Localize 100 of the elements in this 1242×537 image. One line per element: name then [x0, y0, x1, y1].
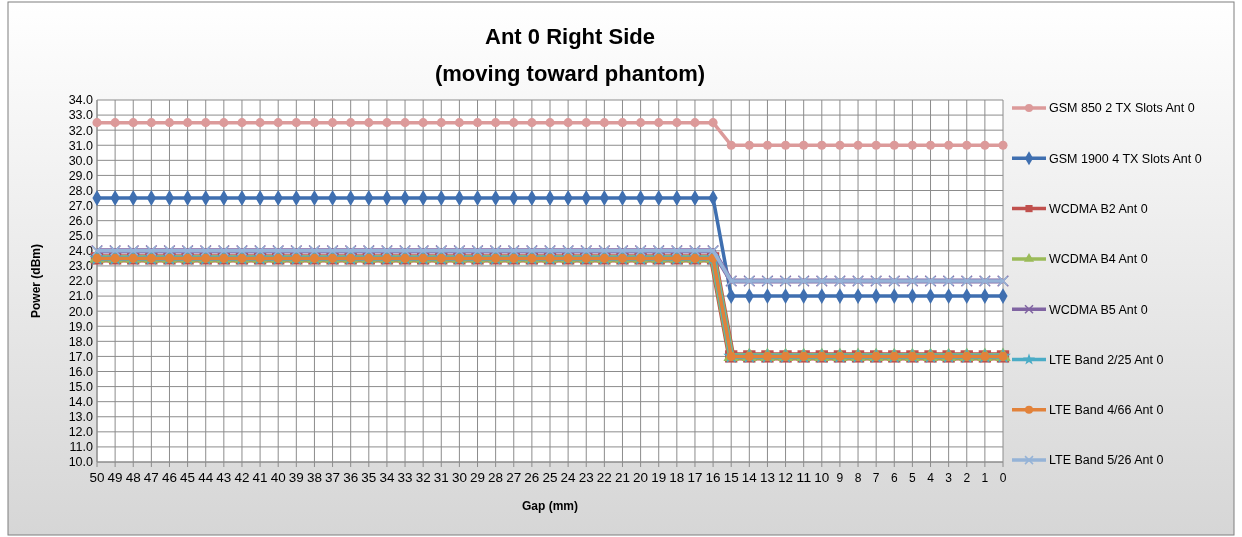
x-tick-label: 49 [107, 471, 123, 485]
x-tick-label: 14 [741, 471, 758, 485]
y-tick-label: 33.0 [68, 108, 94, 123]
point [962, 140, 972, 150]
y-tick-label: 26.0 [68, 214, 94, 229]
point [491, 118, 501, 128]
point [871, 140, 881, 150]
legend-label: WCDMA B2 Ant 0 [1049, 201, 1148, 216]
point [201, 118, 211, 128]
legend-label: WCDMA B4 Ant 0 [1049, 252, 1148, 267]
point [835, 140, 845, 150]
y-tick-label: 10.0 [68, 455, 94, 470]
point [781, 140, 791, 150]
point [889, 140, 899, 150]
point [509, 118, 519, 128]
x-tick-label: 20 [633, 471, 649, 485]
point [636, 118, 646, 128]
x-axis-title: Gap (mm) [521, 499, 579, 513]
x-tick-label: 23 [578, 471, 595, 485]
y-tick-label: 29.0 [68, 168, 94, 183]
x-tick-label: 48 [125, 471, 142, 485]
y-tick-label: 14.0 [68, 395, 94, 410]
point [617, 118, 628, 128]
x-tick-label: 31 [433, 471, 450, 485]
x-tick-label: 45 [180, 471, 196, 485]
point [146, 118, 156, 128]
legend-label: GSM 850 2 TX Slots Ant 0 [1049, 101, 1195, 116]
y-tick-label: 18.0 [68, 334, 94, 349]
legend-label: LTE Band 2/25 Ant 0 [1049, 352, 1164, 367]
point [183, 118, 193, 128]
point [454, 118, 464, 128]
point [527, 118, 537, 128]
point [599, 118, 609, 128]
y-tick-label: 28.0 [68, 183, 94, 198]
y-tick-label: 32.0 [68, 123, 94, 138]
x-tick-label: 30 [451, 471, 468, 485]
x-tick-label: 3 [945, 471, 953, 485]
x-tick-label: 11 [796, 471, 812, 485]
x-tick-label: 18 [669, 471, 685, 485]
point [382, 118, 392, 128]
point [980, 140, 990, 150]
point [853, 140, 863, 150]
y-tick-label: 17.0 [68, 349, 94, 364]
point [925, 140, 936, 150]
y-tick-label: 27.0 [68, 198, 94, 213]
legend-label: LTE Band 5/26 Ant 0 [1049, 453, 1164, 468]
x-tick-label: 34 [379, 471, 395, 485]
point [799, 140, 809, 150]
legend-label: WCDMA B5 Ant 0 [1049, 302, 1148, 317]
point [92, 118, 102, 128]
point [672, 118, 682, 128]
x-tick-label: 35 [361, 471, 377, 485]
x-tick-label: 25 [542, 471, 558, 485]
x-tick-label: 40 [270, 471, 287, 485]
x-tick-label: 36 [343, 471, 359, 485]
legend-label: GSM 1900 4 TX Slots Ant 0 [1049, 151, 1202, 166]
point [690, 118, 700, 128]
y-tick-label: 23.0 [68, 259, 94, 274]
x-tick-label: 4 [927, 471, 935, 485]
x-tick-label: 33 [397, 471, 413, 485]
point [744, 140, 754, 150]
x-tick-label: 16 [705, 471, 721, 485]
point [998, 140, 1008, 150]
y-tick-label: 12.0 [68, 425, 94, 440]
point [944, 140, 954, 150]
point [400, 118, 410, 128]
y-tick-label: 16.0 [68, 364, 94, 379]
chart-title: Ant 0 Right Side (moving toward phantom) [434, 24, 706, 86]
legend-label: LTE Band 4/66 Ant 0 [1049, 403, 1164, 418]
x-tick-label: 39 [288, 471, 305, 485]
point [309, 118, 319, 128]
x-tick-label: 37 [325, 471, 341, 485]
point [581, 118, 591, 128]
x-tick-label: 5 [909, 471, 917, 485]
x-tick-label: 29 [470, 471, 486, 485]
x-tick-label: 41 [252, 471, 268, 485]
x-tick-label: 44 [198, 471, 214, 485]
point [237, 118, 247, 128]
point [472, 118, 483, 128]
x-tick-label: 38 [306, 471, 323, 485]
y-tick-label: 22.0 [68, 274, 94, 289]
y-tick-label: 30.0 [68, 153, 94, 168]
x-tick-label: 17 [687, 471, 703, 485]
point [346, 118, 356, 128]
point [762, 140, 772, 150]
point [128, 118, 138, 128]
point [436, 118, 446, 128]
y-tick-label: 34.0 [68, 93, 94, 108]
x-tick-label: 9 [836, 471, 844, 485]
x-tick-label: 22 [596, 471, 613, 485]
y-tick-label: 25.0 [68, 229, 94, 244]
x-tick-label: 47 [143, 471, 160, 485]
point [418, 118, 428, 128]
point [726, 140, 736, 150]
x-tick-label: 13 [759, 471, 776, 485]
y-tick-label: 21.0 [68, 289, 94, 304]
y-tick-label: 13.0 [68, 410, 94, 425]
point [328, 118, 338, 128]
x-tick-label: 12 [778, 471, 794, 485]
x-tick-label: 50 [89, 471, 105, 485]
